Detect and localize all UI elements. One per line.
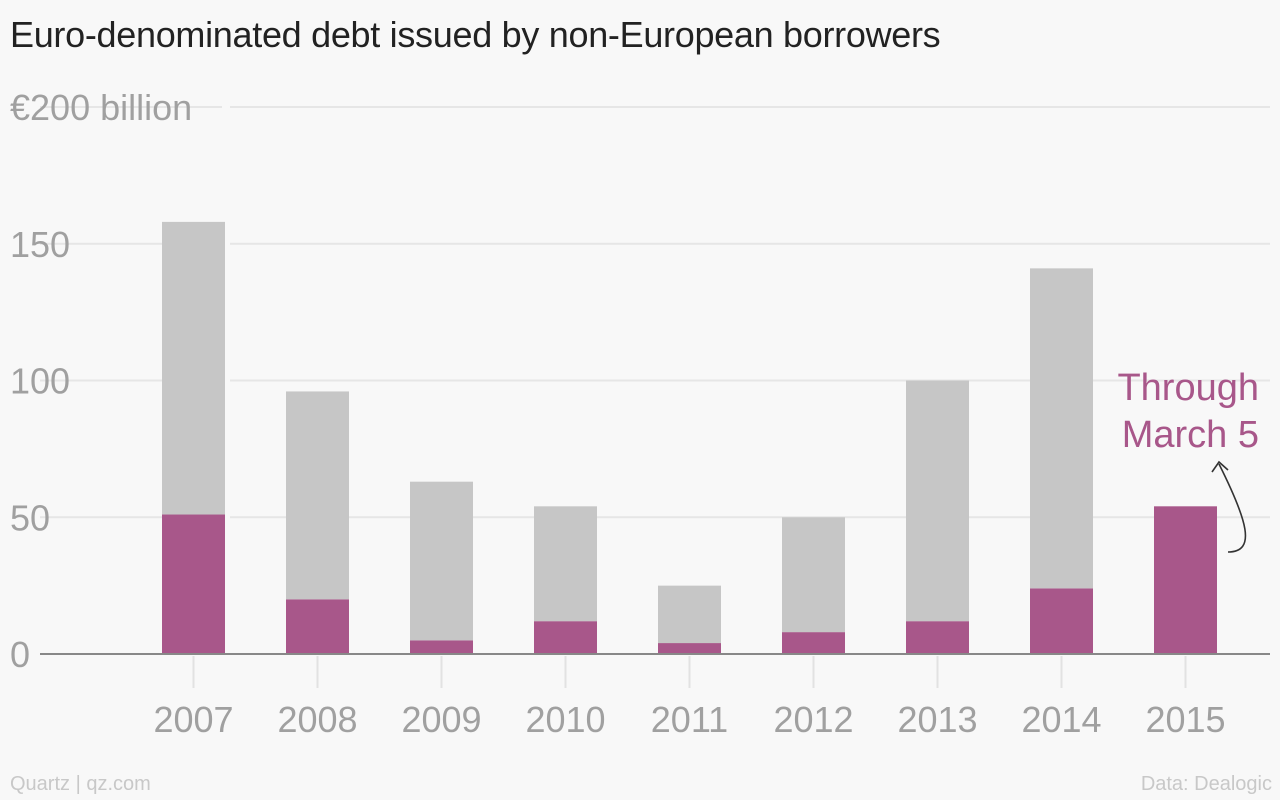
x-tick-label: 2009 xyxy=(401,699,481,740)
bar-segment-non-european xyxy=(534,621,597,654)
bar-segment-other xyxy=(1030,268,1093,589)
x-tick-label: 2012 xyxy=(773,699,853,740)
bar-segment-other xyxy=(286,391,349,600)
x-tick-label: 2010 xyxy=(525,699,605,740)
bar-segment-non-european xyxy=(658,643,721,654)
bar-segment-non-european xyxy=(1030,588,1093,654)
annotation-arrow xyxy=(1218,463,1247,553)
bar-segment-other xyxy=(906,380,969,622)
bar-segment-non-european xyxy=(1154,506,1217,654)
chart-title: Euro-denominated debt issued by non-Euro… xyxy=(10,14,941,55)
bar-segment-other xyxy=(782,517,845,633)
bar-segment-other xyxy=(658,585,721,644)
x-tick-label: 2007 xyxy=(153,699,233,740)
bar-segment-non-european xyxy=(286,599,349,654)
footer-source: Data: Dealogic xyxy=(1140,773,1272,795)
annotation-text: Through xyxy=(1117,367,1259,409)
footer-credit: Quartz | qz.com xyxy=(10,773,151,795)
bar-segment-non-european xyxy=(782,632,845,654)
x-tick-label: 2014 xyxy=(1021,699,1101,740)
y-tick-label: 150 xyxy=(10,224,70,265)
y-tick-label: 50 xyxy=(10,497,50,538)
x-tick-label: 2008 xyxy=(277,699,357,740)
annotation-arrowhead xyxy=(1211,460,1229,473)
x-tick-label: 2013 xyxy=(897,699,977,740)
bar-segment-other xyxy=(410,481,473,641)
bar-segment-non-european xyxy=(906,621,969,654)
x-tick-label: 2011 xyxy=(651,699,728,740)
bar-segment-non-european xyxy=(162,514,225,654)
x-tick-label: 2015 xyxy=(1145,699,1225,740)
bar-segment-other xyxy=(162,221,225,515)
bar-segment-other xyxy=(534,506,597,622)
annotation-text: March 5 xyxy=(1122,414,1259,456)
y-tick-label: €200 billion xyxy=(10,87,192,128)
bar-segment-non-european xyxy=(410,640,473,654)
y-tick-label: 100 xyxy=(10,361,70,402)
y-tick-label: 0 xyxy=(10,634,30,675)
